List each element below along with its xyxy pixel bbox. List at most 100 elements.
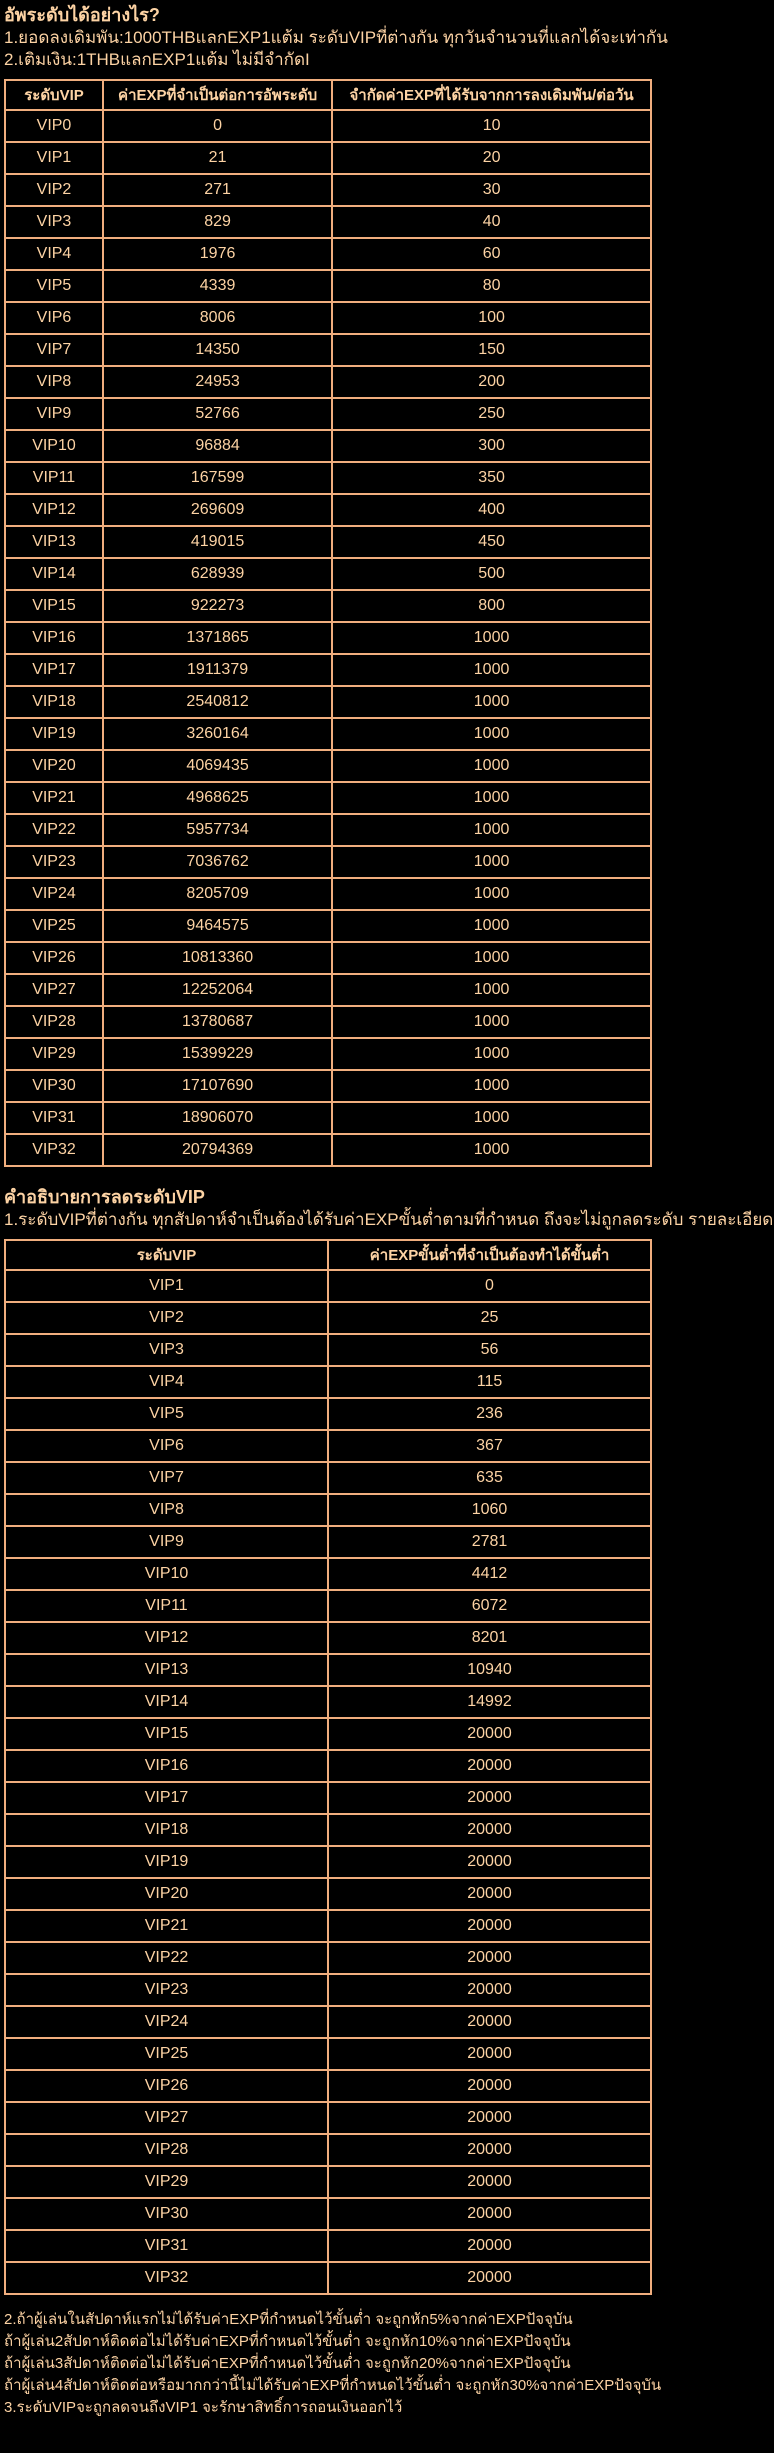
table-cell: VIP15 [4, 1717, 329, 1751]
table-cell: 20000 [327, 1941, 652, 1975]
table-row: VIP1 21 20 [4, 141, 652, 175]
table-row: VIP25 9464575 1000 [4, 909, 652, 943]
table-cell: 1000 [331, 1133, 652, 1167]
table-cell: 20000 [327, 1717, 652, 1751]
table-row: VIP8 24953 200 [4, 365, 652, 399]
table-cell: 115 [327, 1365, 652, 1399]
table-row: VIP24 20000 [4, 2005, 652, 2039]
table-cell: 25 [327, 1301, 652, 1335]
table-cell: 60 [331, 237, 652, 271]
table-cell: 20000 [327, 2037, 652, 2071]
table-cell: VIP31 [4, 2229, 329, 2263]
table-cell: VIP16 [4, 1749, 329, 1783]
table-cell: VIP21 [4, 781, 104, 815]
table-cell: VIP7 [4, 333, 104, 367]
table-cell: VIP25 [4, 2037, 329, 2071]
table-cell: VIP32 [4, 1133, 104, 1167]
table-cell: 9464575 [101, 909, 334, 943]
table-cell: VIP8 [4, 1493, 329, 1527]
vip-upgrade-table: ระดับVIP ค่าEXPที่จำเป็นต่อการอัพระดับ จำก… [4, 79, 652, 1167]
table-cell: VIP9 [4, 397, 104, 431]
table-cell: 20000 [327, 1845, 652, 1879]
table-cell: 100 [331, 301, 652, 335]
table-row: VIP20 20000 [4, 1877, 652, 1911]
table-cell: VIP2 [4, 173, 104, 207]
table-cell: VIP23 [4, 1973, 329, 2007]
table-cell: 271 [101, 173, 334, 207]
table-row: VIP11 6072 [4, 1589, 652, 1623]
table-cell: VIP26 [4, 2069, 329, 2103]
table-cell: 15399229 [101, 1037, 334, 1071]
table-cell: 8205709 [101, 877, 334, 911]
table-cell: 20000 [327, 1813, 652, 1847]
table-cell: VIP3 [4, 1333, 329, 1367]
table-row: VIP29 15399229 1000 [4, 1037, 652, 1071]
table-cell: VIP31 [4, 1101, 104, 1135]
table-cell: 20000 [327, 2229, 652, 2263]
table-row: VIP26 10813360 1000 [4, 941, 652, 975]
table-cell: VIP17 [4, 1781, 329, 1815]
table-cell: VIP19 [4, 717, 104, 751]
table-cell: VIP15 [4, 589, 104, 623]
header-cell: ระดับVIP [4, 1239, 329, 1271]
table-row: VIP22 5957734 1000 [4, 813, 652, 847]
table-row: VIP15 20000 [4, 1717, 652, 1751]
table-row: VIP11 167599 350 [4, 461, 652, 495]
table-cell: 20000 [327, 2069, 652, 2103]
table-cell: 1976 [101, 237, 334, 271]
table-row: VIP19 3260164 1000 [4, 717, 652, 751]
table-cell: 1060 [327, 1493, 652, 1527]
table-cell: VIP30 [4, 1069, 104, 1103]
table-cell: 10 [331, 109, 652, 143]
table-cell: VIP8 [4, 365, 104, 399]
table-cell: VIP14 [4, 1685, 329, 1719]
table-cell: 450 [331, 525, 652, 559]
table-cell: 0 [327, 1269, 652, 1303]
table-row: VIP28 13780687 1000 [4, 1005, 652, 1039]
header-row: ระดับVIP ค่าEXPขั้นต่ำที่จำเป็นต้องทำได้ข… [4, 1239, 652, 1271]
table-cell: 56 [327, 1333, 652, 1367]
table-row: VIP0 0 10 [4, 109, 652, 143]
table-cell: VIP29 [4, 1037, 104, 1071]
table-cell: VIP29 [4, 2165, 329, 2199]
table-row: VIP25 20000 [4, 2037, 652, 2071]
table-row: VIP1 0 [4, 1269, 652, 1303]
table-row: VIP31 18906070 1000 [4, 1101, 652, 1135]
table-row: VIP7 14350 150 [4, 333, 652, 367]
table-cell: 20 [331, 141, 652, 175]
table-cell: 1000 [331, 685, 652, 719]
table-cell: VIP1 [4, 1269, 329, 1303]
table-cell: 300 [331, 429, 652, 463]
table-row: VIP15 922273 800 [4, 589, 652, 623]
table-cell: VIP28 [4, 1005, 104, 1039]
table-cell: VIP24 [4, 2005, 329, 2039]
table-row: VIP18 2540812 1000 [4, 685, 652, 719]
table-cell: 10813360 [101, 941, 334, 975]
table-row: VIP27 20000 [4, 2101, 652, 2135]
table-cell: 350 [331, 461, 652, 495]
table-row: VIP32 20794369 1000 [4, 1133, 652, 1167]
table-cell: 12252064 [101, 973, 334, 1007]
table-cell: 13780687 [101, 1005, 334, 1039]
table-row: VIP2 25 [4, 1301, 652, 1335]
table-cell: 367 [327, 1429, 652, 1463]
table-cell: 20000 [327, 2005, 652, 2039]
table-cell: 18906070 [101, 1101, 334, 1135]
table-row: VIP9 52766 250 [4, 397, 652, 431]
table-cell: 1000 [331, 1101, 652, 1135]
table-cell: 20794369 [101, 1133, 334, 1167]
table-cell: 20000 [327, 2133, 652, 2167]
table-cell: 4412 [327, 1557, 652, 1591]
table-cell: 20000 [327, 1877, 652, 1911]
table-row: VIP30 20000 [4, 2197, 652, 2231]
table-row: VIP7 635 [4, 1461, 652, 1495]
table-cell: 500 [331, 557, 652, 591]
table-cell: 3260164 [101, 717, 334, 751]
table-row: VIP14 14992 [4, 1685, 652, 1719]
table-cell: 21 [101, 141, 334, 175]
table-row: VIP16 20000 [4, 1749, 652, 1783]
table-cell: VIP28 [4, 2133, 329, 2167]
table-row: VIP4 1976 60 [4, 237, 652, 271]
table-cell: 4968625 [101, 781, 334, 815]
table-cell: 1000 [331, 909, 652, 943]
